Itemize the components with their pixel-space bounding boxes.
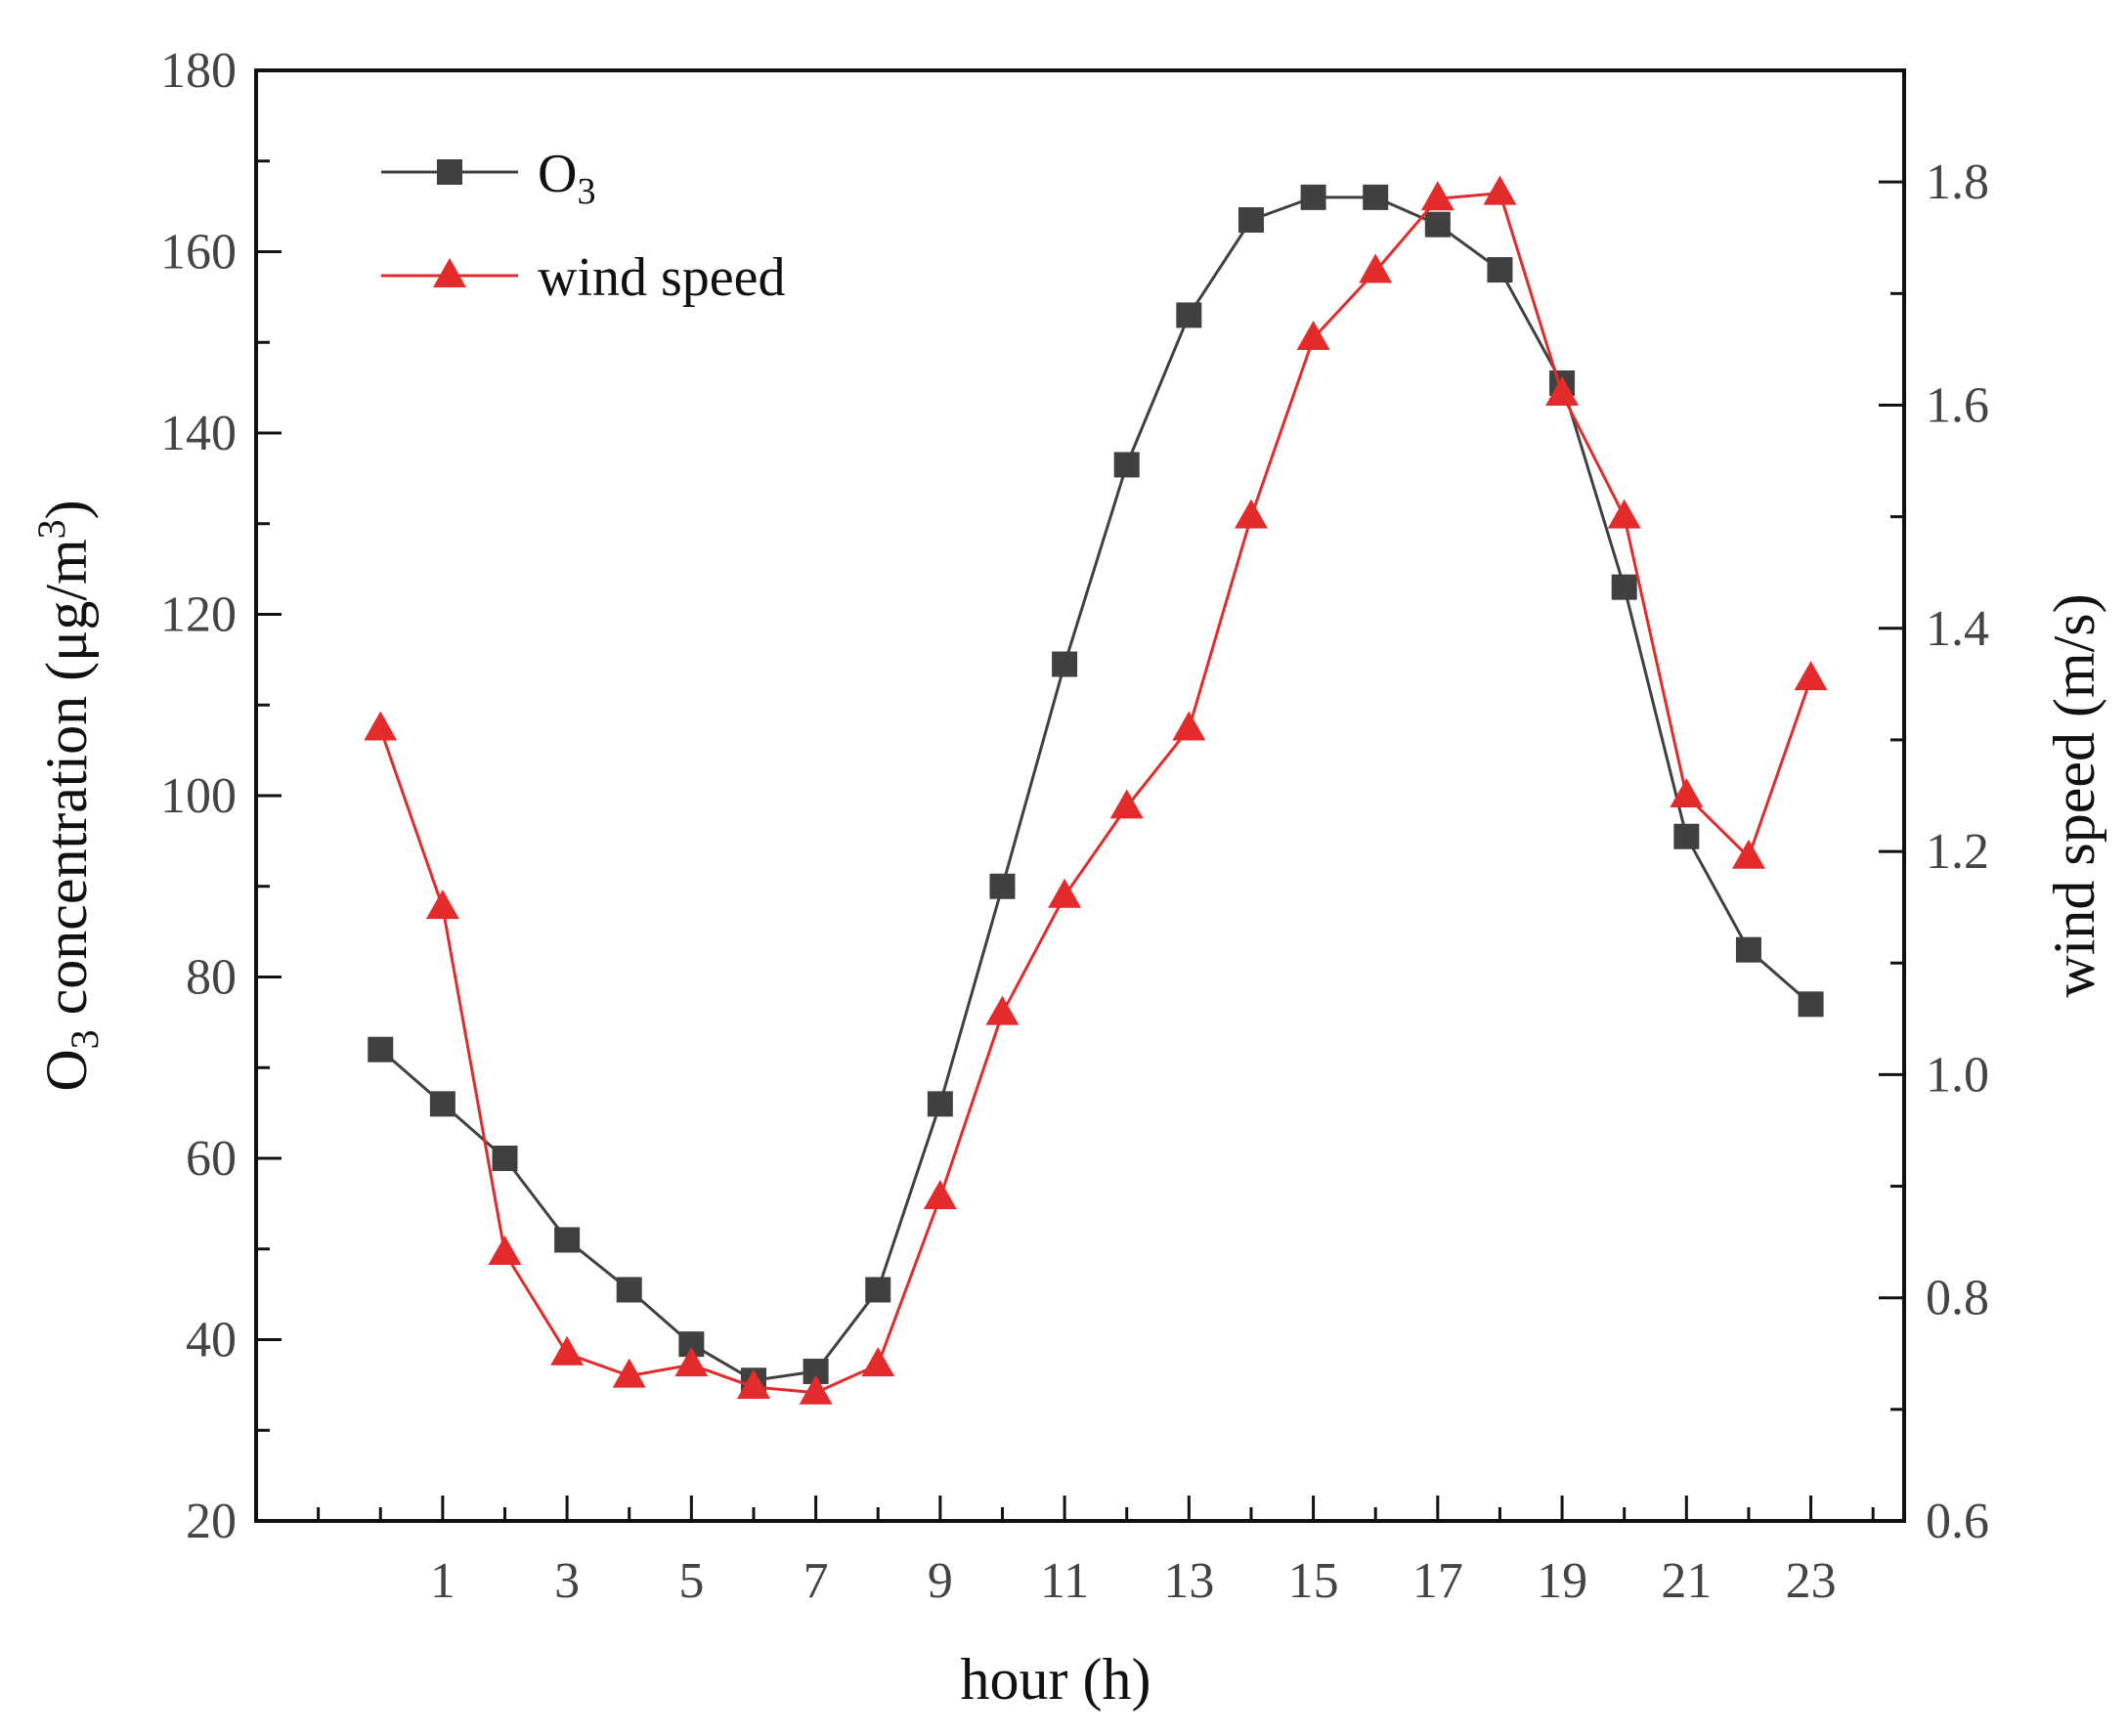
data-point-o3 <box>492 1146 518 1171</box>
data-point-wind-speed <box>985 995 1020 1025</box>
y-tick-label: 180 <box>160 43 237 99</box>
data-point-o3 <box>927 1091 953 1117</box>
x-tick-label: 21 <box>1661 1553 1712 1609</box>
legend-wind-marker <box>433 258 466 287</box>
data-point-wind-speed <box>612 1358 646 1388</box>
y2-tick-label: 1.2 <box>1926 824 1989 880</box>
x-tick-label: 13 <box>1163 1553 1214 1609</box>
y-tick-label: 100 <box>160 768 237 824</box>
data-point-wind-speed <box>425 890 459 920</box>
data-point-o3 <box>989 873 1016 899</box>
data-point-wind-speed <box>1234 499 1268 529</box>
y-axis-title-sub: 3 <box>63 1029 107 1049</box>
data-point-o3 <box>1798 991 1824 1018</box>
y-axis-title-prefix: O <box>34 1049 99 1091</box>
data-point-o3 <box>1113 452 1140 478</box>
y-axis-title-suffix: ) <box>34 499 99 519</box>
legend-o3-label-sub: 3 <box>577 171 595 212</box>
y2-axis-title: wind speed (m/s) <box>2042 593 2106 997</box>
data-point-wind-speed <box>1420 181 1454 211</box>
x-axis-title: hour (h) <box>961 1647 1151 1712</box>
data-point-o3 <box>1487 257 1513 283</box>
data-point-wind-speed <box>799 1374 833 1405</box>
data-point-o3 <box>1052 651 1078 677</box>
y2-tick-label: 0.6 <box>1926 1494 1989 1549</box>
data-point-o3 <box>368 1036 394 1063</box>
data-point-wind-speed <box>674 1347 709 1377</box>
data-point-wind-speed <box>1483 175 1517 205</box>
y-tick-label: 40 <box>186 1313 237 1368</box>
data-point-o3 <box>554 1227 581 1253</box>
x-tick-label: 17 <box>1412 1553 1463 1609</box>
data-point-o3 <box>865 1277 891 1303</box>
legend-o3-label: O3 <box>538 144 595 212</box>
data-point-wind-speed <box>1109 789 1144 819</box>
x-tick-label: 1 <box>430 1553 456 1609</box>
data-point-wind-speed <box>1794 661 1828 691</box>
y2-tick-label: 1.8 <box>1926 154 1989 210</box>
x-tick-label: 3 <box>554 1553 580 1609</box>
x-axis-ticks: 1 3 5 7 9 11 13 15 17 19 21 23 <box>317 1496 1875 1609</box>
y-tick-label: 20 <box>186 1494 237 1549</box>
y-tick-label: 80 <box>186 950 237 1006</box>
x-tick-label: 5 <box>678 1553 704 1609</box>
data-point-wind-speed <box>1731 839 1765 869</box>
data-point-wind-speed <box>488 1236 522 1266</box>
x-tick-label: 15 <box>1288 1553 1339 1609</box>
data-point-wind-speed <box>1545 376 1580 407</box>
x-tick-label: 23 <box>1786 1553 1837 1609</box>
data-point-wind-speed <box>1048 878 1082 908</box>
data-point-o3 <box>1363 184 1389 210</box>
legend-wind-label: wind speed <box>538 247 786 308</box>
y-tick-label: 160 <box>160 225 237 281</box>
data-point-o3 <box>1735 936 1761 963</box>
y2-axis-ticks: 0.6 0.8 1.0 1.2 1.4 1.6 1.8 <box>1879 68 1989 1549</box>
y2-tick-label: 1.4 <box>1926 601 1989 657</box>
data-point-wind-speed <box>1359 253 1393 283</box>
data-point-o3 <box>616 1277 642 1303</box>
x-tick-label: 7 <box>803 1553 829 1609</box>
series-line-wind-speed <box>378 192 1813 1395</box>
legend-o3-marker <box>437 159 462 185</box>
y-axis-title-sup: 3 <box>29 519 73 539</box>
data-point-wind-speed <box>1296 320 1330 350</box>
y-tick-label: 140 <box>160 406 237 461</box>
x-tick-label: 11 <box>1040 1553 1089 1609</box>
data-point-o3 <box>1673 823 1700 849</box>
x-tick-label: 19 <box>1537 1553 1587 1609</box>
data-point-o3 <box>1424 211 1451 238</box>
legend-item-wind-speed: wind speed <box>381 247 786 308</box>
data-point-wind-speed <box>364 711 398 741</box>
data-point-wind-speed <box>1607 499 1641 529</box>
data-point-wind-speed <box>1670 778 1704 807</box>
data-point-o3 <box>1611 574 1637 600</box>
y2-tick-label: 0.8 <box>1926 1271 1989 1326</box>
legend-item-o3: O3 <box>381 144 595 212</box>
data-point-wind-speed <box>736 1369 770 1400</box>
data-point-o3 <box>1300 184 1326 210</box>
y-tick-label: 60 <box>186 1131 237 1187</box>
data-point-wind-speed <box>923 1179 957 1209</box>
legend: O3 wind speed <box>381 144 786 308</box>
series-layer <box>364 175 1828 1405</box>
data-point-o3 <box>1237 207 1264 234</box>
x-tick-label: 9 <box>928 1553 953 1609</box>
data-point-wind-speed <box>550 1335 585 1366</box>
y-tick-label: 120 <box>160 587 237 643</box>
y2-tick-label: 1.6 <box>1926 377 1989 433</box>
y2-tick-label: 1.0 <box>1926 1047 1989 1103</box>
y-axis-title: O3 concentration (μg/m3) <box>29 499 107 1091</box>
legend-o3-label-main: O <box>538 144 577 204</box>
y-axis-ticks: 20 40 60 80 100 120 140 160 180 <box>160 43 282 1549</box>
y-axis-title-mid: concentration (μg/m <box>34 539 99 1029</box>
data-point-o3 <box>1176 302 1202 328</box>
data-point-wind-speed <box>1172 711 1206 741</box>
data-point-o3 <box>429 1091 456 1117</box>
data-point-wind-speed <box>861 1347 895 1377</box>
